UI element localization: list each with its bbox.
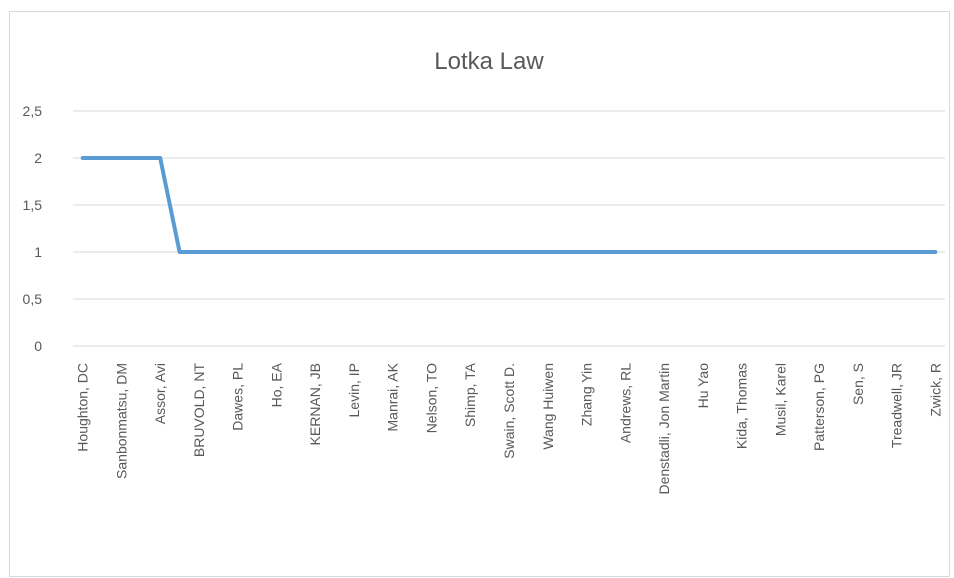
- x-tick-label: Hu Yao: [695, 363, 711, 409]
- y-tick-label: 1: [34, 244, 42, 260]
- x-tick-label: Assor, Avi: [152, 363, 168, 424]
- x-axis-ticks: Houghton, DC Sanbonmatsu, DM Assor, Avi BRU…: [75, 362, 944, 494]
- x-tick-label: Swain, Scott D.: [501, 363, 517, 459]
- x-tick-label: Zwick, R: [927, 363, 943, 417]
- x-tick-label: Levin, IP: [346, 363, 362, 417]
- x-tick-label: Musil, Karel: [772, 363, 788, 436]
- chart-title: Lotka Law: [434, 48, 544, 75]
- x-tick-label: Dawes, PL: [230, 363, 246, 431]
- x-tick-label: BRUVOLD, NT: [191, 363, 207, 458]
- x-tick-label: Shimp, TA: [462, 362, 478, 427]
- line-chart: Lotka Law 0 0,5 1 1,5 2 2,5 Houghton, DC Sanbo…: [23, 48, 945, 495]
- x-tick-label: Treadwell, JR: [889, 363, 905, 448]
- x-tick-label: Patterson, PG: [811, 363, 827, 451]
- x-tick-label: Kida, Thomas: [734, 363, 750, 449]
- y-tick-label: 2: [34, 150, 42, 166]
- x-tick-label: Zhang Yin: [579, 363, 595, 426]
- y-axis-ticks: 0 0,5 1 1,5 2 2,5: [23, 103, 43, 354]
- x-tick-label: Ho, EA: [268, 362, 284, 407]
- series-layer: [80, 156, 938, 254]
- y-tick-label: 2,5: [23, 103, 43, 119]
- x-tick-label: Denstadli, Jon Martin: [656, 363, 672, 495]
- x-tick-label: KERNAN, JB: [307, 363, 323, 445]
- x-tick-label: Sen, S: [850, 363, 866, 405]
- gridlines: [73, 110, 945, 347]
- chart-area: Lotka Law 0 0,5 1 1,5 2 2,5 Houghton, DC Sanbo…: [9, 11, 950, 577]
- y-tick-label: 1,5: [23, 197, 43, 213]
- x-tick-label: Manrai, AK: [385, 362, 401, 431]
- x-tick-label: Andrews, RL: [617, 363, 633, 443]
- x-tick-label: Wang Huiwen: [540, 363, 556, 450]
- x-tick-label: Nelson, TO: [423, 363, 439, 433]
- y-tick-label: 0: [34, 338, 42, 354]
- y-tick-label: 0,5: [23, 291, 43, 307]
- x-tick-label: Houghton, DC: [75, 363, 91, 452]
- x-tick-label: Sanbonmatsu, DM: [113, 363, 129, 479]
- series-line: [80, 156, 938, 254]
